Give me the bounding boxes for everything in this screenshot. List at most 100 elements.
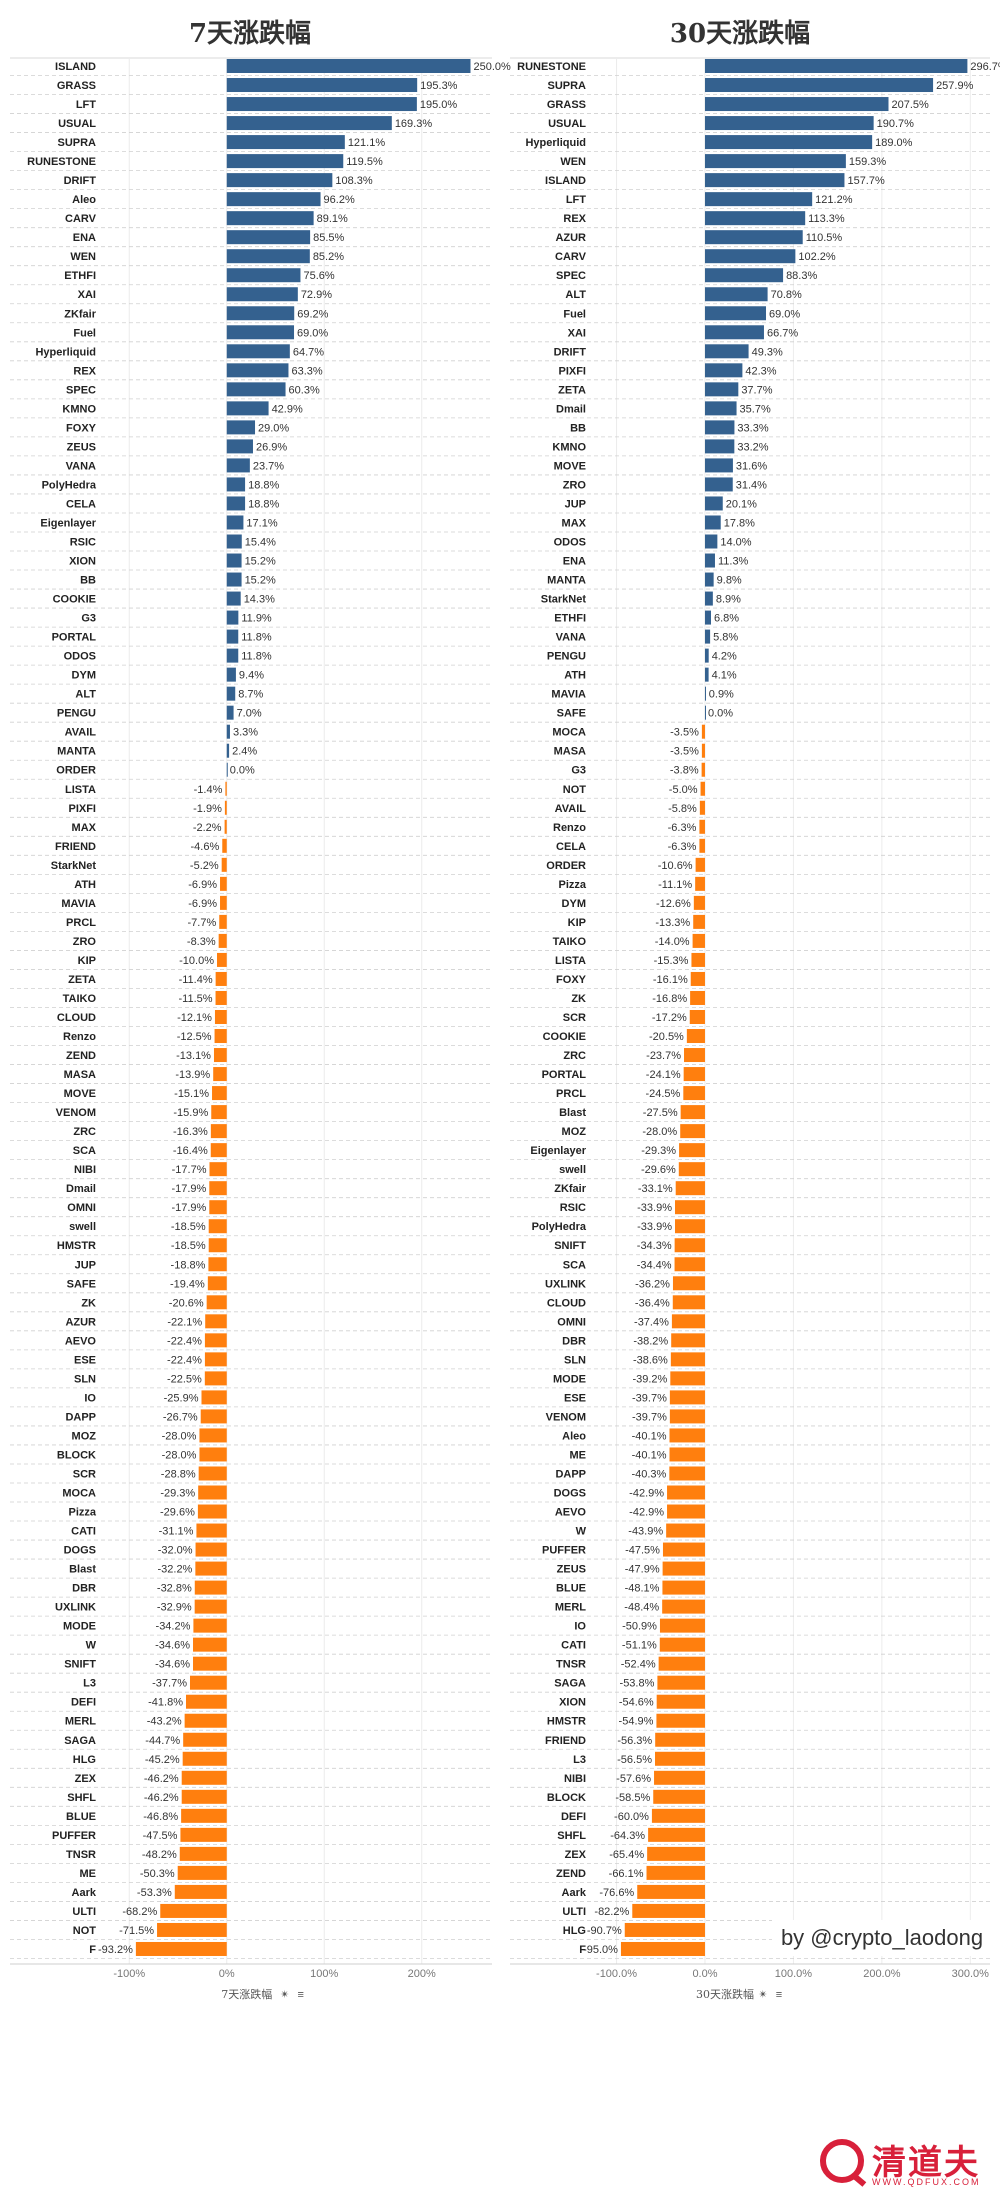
sort-icon: ≡ xyxy=(776,1989,782,2001)
bar xyxy=(198,1466,227,1481)
category-label: ZK xyxy=(81,1297,96,1309)
value-label: -18.5% xyxy=(171,1221,206,1233)
bar xyxy=(222,838,227,853)
bar xyxy=(226,363,289,378)
category-label: COOKIE xyxy=(543,1031,586,1043)
magnifier-logo-icon xyxy=(820,2139,864,2183)
bar xyxy=(704,135,873,150)
value-label: -43.9% xyxy=(628,1526,663,1538)
value-label: -40.1% xyxy=(632,1430,667,1442)
category-label: LISTA xyxy=(555,955,586,967)
bar xyxy=(704,268,784,283)
bar xyxy=(204,1352,227,1367)
category-label: JUP xyxy=(75,1259,96,1271)
category-label: UXLINK xyxy=(545,1278,586,1290)
value-label: 70.8% xyxy=(771,289,802,301)
bar xyxy=(177,1865,227,1880)
category-label: Renzo xyxy=(553,822,586,834)
category-label: swell xyxy=(69,1221,96,1233)
category-label: SHFL xyxy=(67,1792,96,1804)
category-label: HMSTR xyxy=(57,1240,96,1252)
value-label: -6.9% xyxy=(188,879,217,891)
value-label: 11.8% xyxy=(241,651,272,663)
value-label: -47.9% xyxy=(625,1564,660,1576)
bar xyxy=(689,1010,705,1024)
bar xyxy=(226,648,239,663)
bar xyxy=(180,1827,227,1842)
category-label: SUPRA xyxy=(57,137,96,149)
category-label: ZK xyxy=(571,993,586,1005)
bar xyxy=(218,933,227,948)
bar xyxy=(226,78,418,93)
bar xyxy=(704,515,721,530)
category-label: VENOM xyxy=(546,1411,586,1423)
category-label: ODOS xyxy=(64,651,96,663)
pin-icon: ✴ xyxy=(280,1989,289,2001)
category-label: BLOCK xyxy=(57,1449,96,1461)
bar xyxy=(226,477,246,492)
value-label: 72.9% xyxy=(301,289,332,301)
value-label: 4.2% xyxy=(712,651,737,663)
category-label: Fuel xyxy=(73,327,96,339)
category-label: PUFFER xyxy=(52,1830,96,1842)
value-label: -25.9% xyxy=(164,1392,199,1404)
bar xyxy=(193,1618,227,1633)
bar xyxy=(692,933,705,948)
bar xyxy=(680,1124,705,1139)
bar xyxy=(195,1561,227,1576)
category-label: SUPRA xyxy=(547,80,586,92)
value-label: -3.5% xyxy=(670,746,699,758)
category-label: Fuel xyxy=(563,308,586,320)
bar xyxy=(704,534,718,549)
category-label: KIP xyxy=(568,917,586,929)
category-label: DOGS xyxy=(64,1545,96,1557)
category-label: RUNESTONE xyxy=(517,61,586,73)
bar xyxy=(669,1447,705,1462)
category-label: KMNO xyxy=(62,403,96,415)
value-label: -40.3% xyxy=(631,1468,666,1480)
category-label: VANA xyxy=(556,632,586,644)
bar xyxy=(674,1257,705,1272)
category-label: PENGU xyxy=(547,651,586,663)
category-label: IO xyxy=(574,1621,586,1633)
bar xyxy=(670,1352,705,1367)
value-label: 5.8% xyxy=(713,632,738,644)
category-label: SLN xyxy=(74,1373,96,1385)
bar xyxy=(226,439,253,454)
category-label: SAFE xyxy=(67,1278,96,1290)
bar xyxy=(204,1371,227,1386)
category-label: BLOCK xyxy=(547,1792,586,1804)
value-label: -50.9% xyxy=(622,1621,657,1633)
category-label: HLG xyxy=(73,1754,96,1766)
bar xyxy=(197,1504,227,1519)
bar xyxy=(704,572,714,587)
value-label: -18.5% xyxy=(171,1240,206,1252)
bar xyxy=(683,1086,705,1101)
bar xyxy=(678,1162,705,1177)
value-label: -12.6% xyxy=(656,898,691,910)
category-label: swell xyxy=(559,1164,586,1176)
bar xyxy=(704,249,796,264)
bar xyxy=(226,344,290,359)
bar xyxy=(674,1200,705,1215)
bar xyxy=(704,173,845,188)
value-label: -16.4% xyxy=(173,1145,208,1157)
category-label: CLOUD xyxy=(57,1012,96,1024)
value-label: -1.9% xyxy=(193,803,222,815)
value-label: 11.9% xyxy=(241,613,272,625)
category-label: RSIC xyxy=(70,537,96,549)
value-label: -17.2% xyxy=(652,1012,687,1024)
category-label: ESE xyxy=(564,1392,586,1404)
bar xyxy=(659,1618,705,1633)
category-label: SCR xyxy=(563,1012,586,1024)
bar xyxy=(199,1428,227,1443)
value-label: -64.3% xyxy=(610,1830,645,1842)
value-label: -6.3% xyxy=(668,841,697,853)
value-label: -47.5% xyxy=(625,1545,660,1557)
category-label: MAVIA xyxy=(61,898,96,910)
value-label: -38.6% xyxy=(633,1354,668,1366)
category-label: ATH xyxy=(564,670,586,682)
value-label: -15.1% xyxy=(174,1088,209,1100)
value-label: -76.6% xyxy=(599,1887,634,1899)
